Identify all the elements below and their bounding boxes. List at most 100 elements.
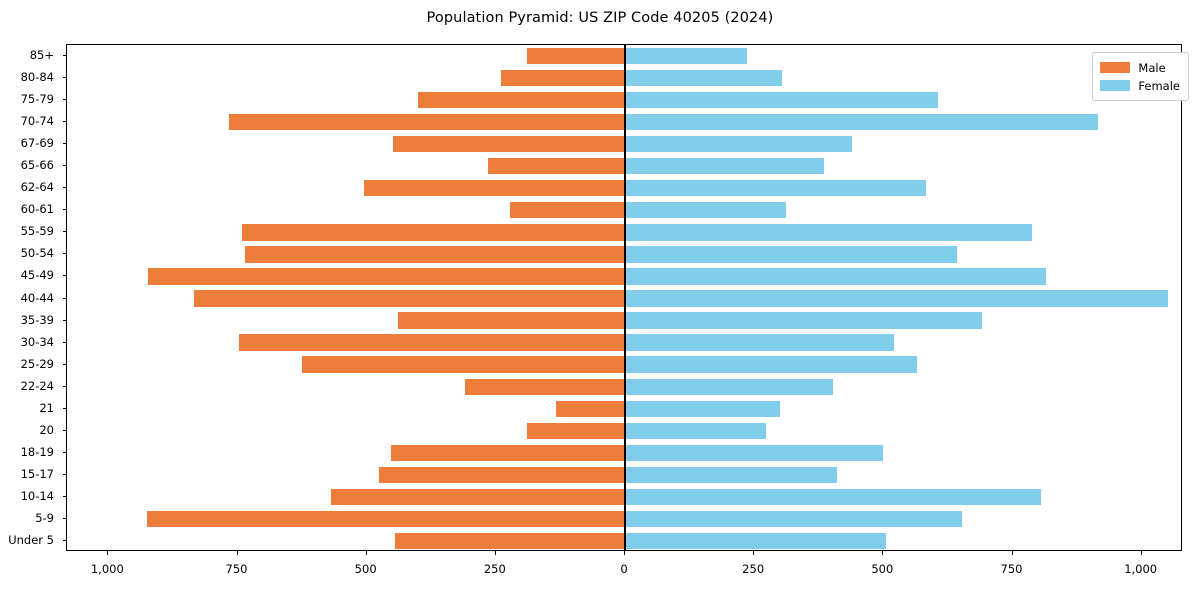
- y-axis-tick: [62, 187, 66, 189]
- legend-item[interactable]: Male: [1100, 59, 1180, 76]
- bar-male: [147, 510, 625, 528]
- x-axis-tick: [494, 551, 496, 555]
- bar-row: [67, 224, 1181, 241]
- bar-female: [625, 466, 837, 483]
- bar-male: [418, 91, 625, 109]
- bar-row: [67, 334, 1181, 351]
- bar-male: [464, 378, 625, 395]
- y-axis-tick: [62, 99, 66, 101]
- y-axis-tick: [62, 209, 66, 211]
- bar-row: [67, 510, 1181, 528]
- x-axis-tick-label: 1,000: [1124, 562, 1158, 576]
- bar-female: [625, 532, 886, 550]
- plot-area: [66, 44, 1182, 551]
- y-axis-tick-label: 45-49: [20, 268, 54, 283]
- x-axis-tick-label: 500: [354, 562, 377, 576]
- y-axis-tick: [62, 517, 66, 519]
- bar-female: [625, 47, 747, 65]
- bar-female: [625, 444, 884, 461]
- y-axis-tick-label: 21: [39, 400, 54, 415]
- x-axis-tick-label: 250: [742, 562, 765, 576]
- x-axis-tick-label: 500: [871, 562, 894, 576]
- y-axis-tick: [62, 253, 66, 255]
- bar-male: [302, 356, 625, 373]
- bar-female: [625, 356, 917, 373]
- y-axis-tick: [62, 297, 66, 299]
- bar-male: [238, 334, 625, 351]
- x-axis-tick: [624, 551, 625, 555]
- x-axis: 1,000 750 500 250 0 250 500 750 1,000: [0, 551, 1200, 591]
- y-axis-tick-label: 62-64: [20, 180, 54, 195]
- bar-row: [67, 47, 1181, 65]
- y-axis-tick: [62, 407, 66, 409]
- y-axis-tick: [62, 341, 66, 343]
- y-axis-tick-label: 67-69: [20, 136, 54, 151]
- bar-row: [67, 136, 1181, 153]
- x-axis-tick-label: 750: [225, 562, 248, 576]
- bar-female: [625, 334, 894, 351]
- bar-row: [67, 268, 1181, 285]
- legend-label: Female: [1138, 78, 1180, 93]
- bar-female: [625, 510, 962, 528]
- bar-female: [625, 69, 783, 87]
- bar-male: [391, 444, 625, 461]
- bar-row: [67, 312, 1181, 329]
- y-axis-tick: [62, 495, 66, 497]
- bar-male: [330, 488, 625, 506]
- bar-row: [67, 113, 1181, 131]
- bar-row: [67, 378, 1181, 395]
- bar-male: [392, 136, 625, 153]
- bar-female: [625, 246, 957, 263]
- bar-male: [378, 466, 625, 483]
- y-axis-tick-label: 20: [39, 422, 54, 437]
- x-axis-tick: [1011, 551, 1013, 555]
- bar-male: [364, 180, 625, 197]
- y-axis-tick-label: 75-79: [20, 92, 54, 107]
- y-axis-tick: [62, 385, 66, 387]
- bar-female: [625, 268, 1046, 285]
- bar-male: [245, 246, 625, 263]
- y-axis-tick-label: 85+: [29, 48, 54, 63]
- bar-row: [67, 290, 1181, 307]
- bar-male: [488, 158, 625, 175]
- y-axis-tick: [62, 539, 66, 541]
- y-axis-tick: [62, 121, 66, 123]
- chart-title: Population Pyramid: US ZIP Code 40205 (2…: [426, 10, 774, 26]
- zero-axis-line: [624, 45, 626, 550]
- bar-row: [67, 466, 1181, 483]
- y-axis-tick-label: 40-44: [20, 290, 54, 305]
- y-axis-tick-label: 70-74: [20, 114, 54, 129]
- bar-female: [625, 202, 787, 219]
- y-axis-tick-label: 15-17: [20, 466, 54, 481]
- y-axis-tick-label: 65-66: [20, 158, 54, 173]
- legend-swatch-female: [1100, 80, 1131, 91]
- bar-row: [67, 158, 1181, 175]
- y-axis-tick-label: Under 5: [8, 532, 54, 547]
- bar-male: [193, 290, 625, 307]
- y-axis-tick-label: 25-29: [20, 356, 54, 371]
- bar-row: [67, 356, 1181, 373]
- bar-female: [625, 378, 834, 395]
- bar-female: [625, 312, 982, 329]
- bar-row: [67, 444, 1181, 461]
- bar-female: [625, 91, 938, 109]
- y-axis-tick: [62, 451, 66, 453]
- bar-female: [625, 400, 780, 417]
- x-axis-tick: [753, 551, 755, 555]
- legend-item[interactable]: Female: [1100, 77, 1180, 94]
- bar-female: [625, 422, 766, 439]
- bar-male: [556, 400, 625, 417]
- y-axis-tick: [62, 319, 66, 321]
- y-axis-tick-label: 5-9: [35, 510, 54, 525]
- y-axis-tick-label: 55-59: [20, 224, 54, 239]
- y-axis-tick: [62, 429, 66, 431]
- bar-female: [625, 158, 824, 175]
- bar-male: [147, 268, 625, 285]
- y-axis-tick: [62, 363, 66, 365]
- y-axis-tick: [62, 231, 66, 233]
- x-axis-tick-label: 0: [620, 562, 628, 576]
- y-axis-tick: [62, 77, 66, 79]
- legend-swatch-male: [1100, 62, 1131, 73]
- x-axis-tick: [1140, 551, 1142, 555]
